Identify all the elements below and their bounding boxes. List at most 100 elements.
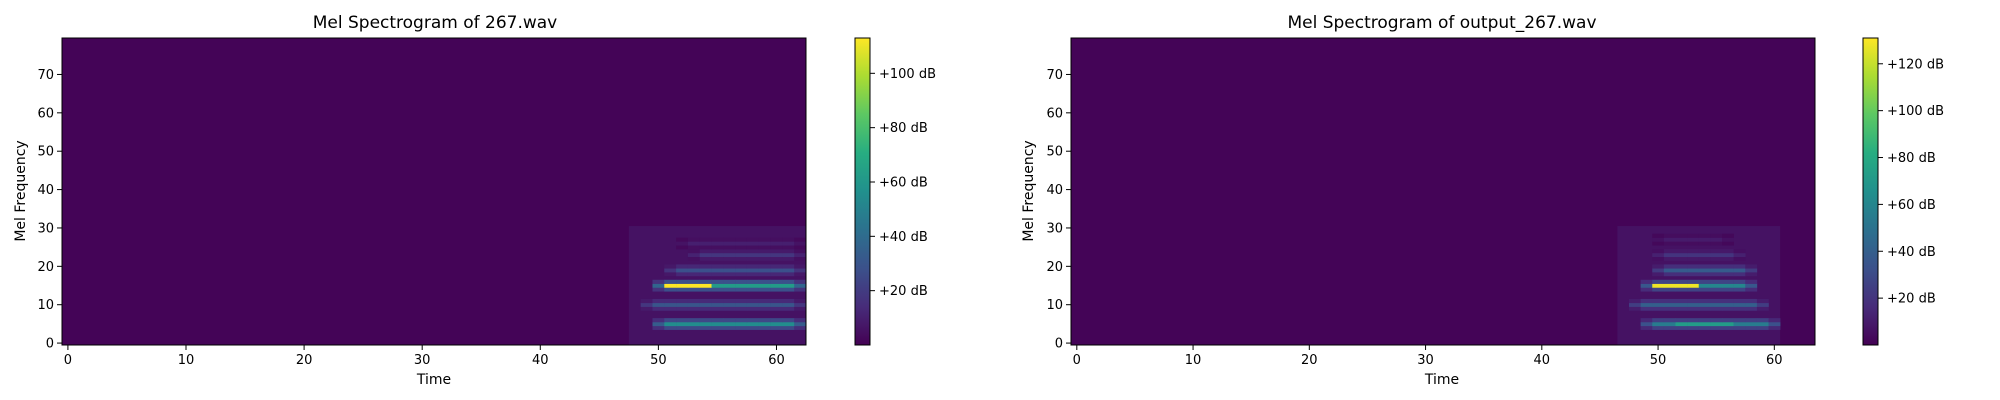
heatmap-cell [1652,256,1665,261]
heatmap-cell [1640,321,1653,327]
heatmap-cell [735,249,748,254]
heatmap-cell [746,325,760,330]
heatmap-cell [676,241,689,246]
heatmap-cell [1652,321,1665,327]
heatmap-cell [1663,264,1676,269]
heatmap-cell [1640,287,1653,292]
heatmap-cell [687,245,701,250]
heatmap-cell [1733,279,1746,284]
heatmap-cell [1745,283,1758,288]
panel-1-y-label: Mel Frequency [13,140,29,241]
heatmap-cell [758,318,771,323]
panel-1-frame [61,37,807,346]
heatmap-cell [1687,268,1700,273]
heatmap-cell [1687,264,1700,269]
x-tick-label: 10 [1185,353,1202,368]
heatmap-cell [1629,298,1641,304]
heatmap-cell [782,272,795,277]
heatmap-cell [735,245,748,250]
heatmap-cell [1663,237,1676,242]
heatmap-cell [1722,272,1734,277]
heatmap-cell [746,256,760,261]
heatmap-cell [1768,321,1781,327]
heatmap-cell [1756,321,1769,327]
heatmap-cell [1722,237,1734,242]
heatmap-cell [1652,283,1665,288]
heatmap-cell [1687,298,1700,304]
heatmap-cell [687,256,701,261]
colorbar-tick-label: +40 dB [879,230,928,245]
heatmap-cell [770,264,783,269]
heatmap-cell [1698,241,1711,246]
x-tick-label: 40 [1534,353,1551,368]
heatmap-cell [758,279,771,284]
heatmap-cell [687,237,701,242]
heatmap-cell [746,279,760,284]
x-tick-label: 60 [768,353,785,368]
y-tick-label: 10 [37,298,54,313]
panel-1-heatmap [62,38,807,345]
heatmap-cell [687,268,701,273]
heatmap-cell [1698,287,1711,292]
heatmap-cell [794,321,807,327]
heatmap-cell [1640,283,1653,288]
heatmap-cell [782,256,795,261]
heatmap-cell [1640,279,1653,284]
heatmap-cell [711,252,724,258]
panel-1-colorbar-ticks: +20 dB +40 dB +60 dB +80 dB +100 dB [870,67,936,299]
heatmap-cell [1733,256,1746,261]
heatmap-cell [1652,279,1665,284]
heatmap-cell [1733,306,1746,311]
heatmap-cell [746,245,760,250]
heatmap-cell [1698,321,1711,327]
heatmap-cell [782,306,795,311]
heatmap-cell [699,306,712,311]
heatmap-cell [640,306,653,311]
y-tick-label: 40 [1046,183,1063,198]
heatmap-cell [1629,302,1641,307]
heatmap-cell [699,249,712,254]
heatmap-cell [1733,283,1746,288]
heatmap-cell [676,279,689,284]
heatmap-cell [1745,272,1758,277]
heatmap-cell [1675,283,1688,288]
heatmap-cell [1722,233,1734,238]
heatmap-cell [687,279,701,284]
heatmap-cell [746,298,760,304]
heatmap-cell [711,245,724,250]
heatmap-cell [664,306,677,311]
heatmap-cell [699,302,712,307]
y-tick-label: 0 [1055,337,1063,352]
heatmap-cell [782,321,795,327]
panel-1-y-axis: 0 10 20 30 40 50 60 70 [37,68,62,352]
heatmap-cell [1687,237,1700,242]
heatmap-cell [770,256,783,261]
heatmap-cell [687,249,701,254]
heatmap-cell [711,241,724,246]
heatmap-cell [735,268,748,273]
heatmap-cell [1687,241,1700,246]
heatmap-cell [723,252,736,258]
heatmap-cell [676,325,689,330]
x-tick-label: 40 [532,353,549,368]
heatmap-cell [723,283,736,288]
heatmap-cell [758,252,771,258]
x-tick-label: 50 [650,353,667,368]
panel-2-y-label: Mel Frequency [1021,140,1037,241]
heatmap-cell [758,272,771,277]
panel-2-colorbar-frame [1862,37,1879,346]
heatmap-cell [746,249,760,254]
heatmap-cell [735,287,748,292]
heatmap-cell [746,237,760,242]
heatmap-cell [1663,268,1676,273]
heatmap-cell [687,325,701,330]
heatmap-cell [746,318,760,323]
y-tick-label: 30 [1046,221,1063,236]
heatmap-cell [794,279,807,284]
heatmap-cell [794,237,807,242]
heatmap-cell [1722,321,1734,327]
heatmap-cell [758,245,771,250]
y-tick-label: 60 [37,106,54,121]
heatmap-cell [1687,249,1700,254]
heatmap-cell [1687,325,1700,330]
